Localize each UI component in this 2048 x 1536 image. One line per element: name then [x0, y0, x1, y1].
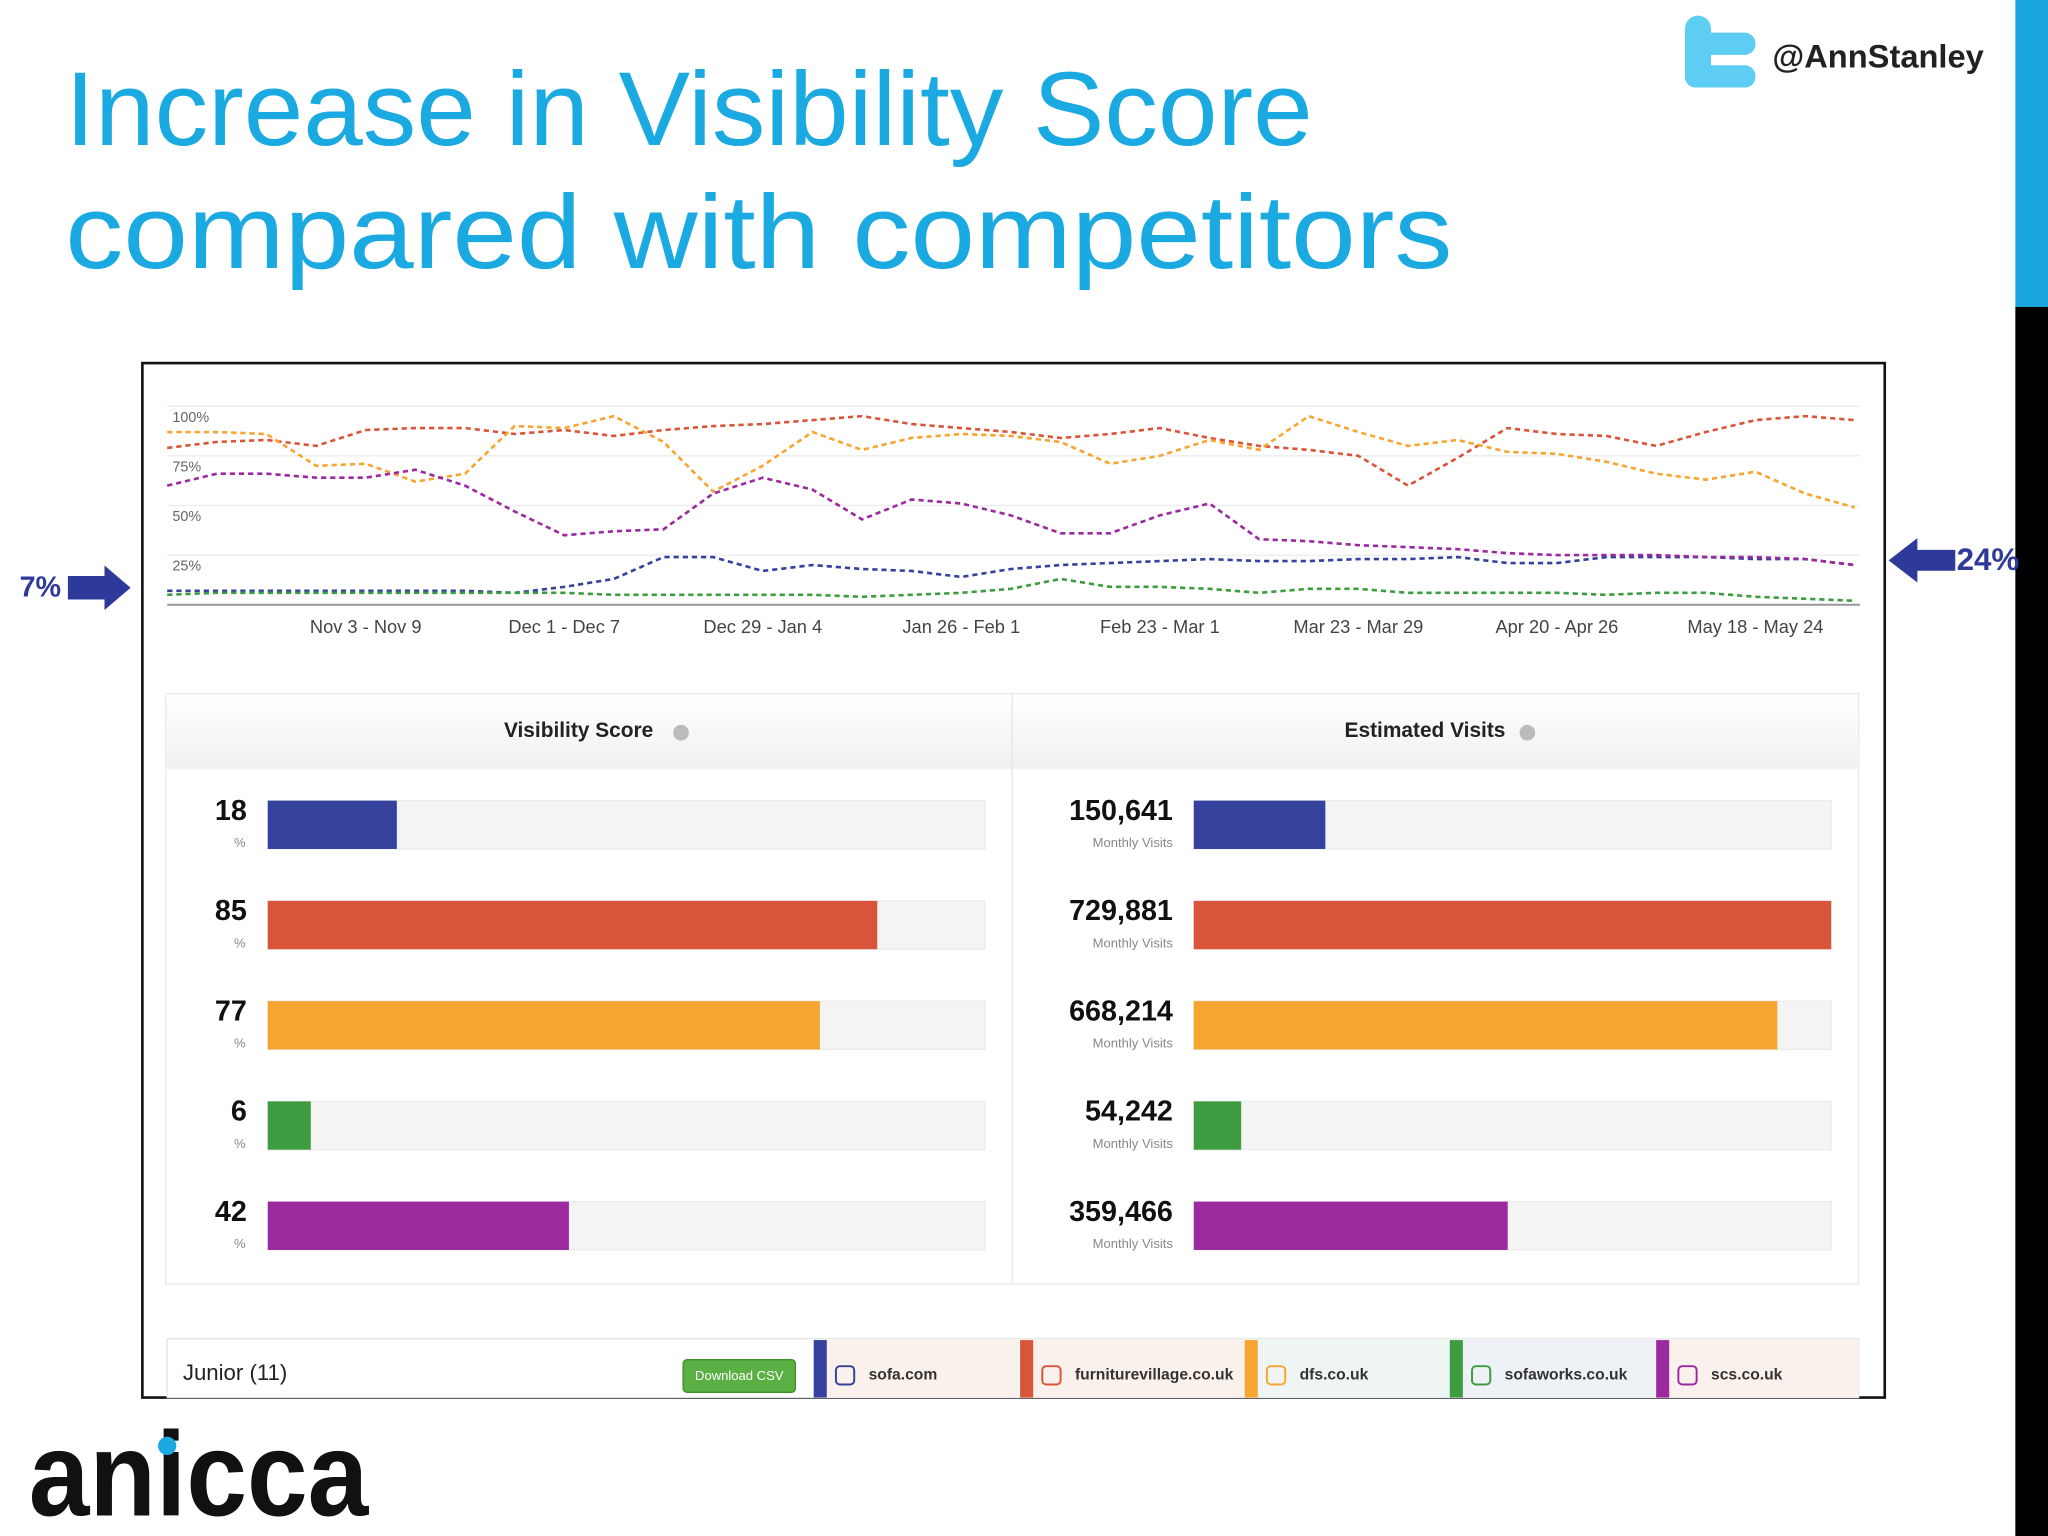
x-tick-label: May 18 - May 24 — [1687, 616, 1823, 637]
unit-label: Monthly Visits — [1093, 1236, 1174, 1251]
bar — [267, 1101, 311, 1150]
bar — [1193, 1101, 1242, 1150]
annotation: 7% — [20, 572, 62, 604]
legend-label: furniturevillage.co.uk — [1075, 1366, 1234, 1383]
legend-cell — [1449, 1340, 1657, 1398]
unit-label: % — [234, 1136, 246, 1151]
bar-track — [267, 1100, 986, 1151]
y-tick-label: 50% — [172, 509, 201, 525]
value-label: 42 — [215, 1196, 247, 1228]
y-tick-label: 25% — [172, 559, 201, 575]
panel-title: Estimated Visits — [1345, 719, 1506, 742]
twitter-handle: @AnnStanley — [1772, 37, 1983, 74]
x-tick-label: Nov 3 - Nov 9 — [310, 616, 422, 637]
legend-cell — [1020, 1340, 1245, 1398]
legend-label: dfs.co.uk — [1300, 1366, 1369, 1383]
twitter-icon — [1684, 15, 1756, 88]
legend-cell — [1656, 1340, 1859, 1398]
bar — [1193, 800, 1326, 849]
x-tick-label: Apr 20 - Apr 26 — [1495, 616, 1618, 637]
unit-label: % — [234, 835, 246, 850]
logo: anicca — [29, 1407, 370, 1536]
series-line — [167, 555, 1855, 595]
unit-label: Monthly Visits — [1093, 935, 1174, 950]
legend-swatch — [1449, 1340, 1463, 1398]
series-line — [167, 577, 1855, 603]
site-icon — [1041, 1365, 1062, 1386]
value-label: 6 — [231, 1096, 247, 1128]
value-label: 18 — [215, 795, 247, 827]
y-tick-label: 100% — [172, 410, 209, 426]
panel-title: Visibility Score — [504, 719, 653, 742]
legend-cell — [813, 1340, 1019, 1398]
group-label: Junior (11) — [183, 1360, 287, 1385]
bar — [267, 1001, 820, 1050]
slide-title: compared with competitors — [65, 174, 1452, 291]
download-button-label[interactable]: Download CSV — [695, 1368, 784, 1383]
legend-swatch — [1656, 1340, 1670, 1398]
legend-label: scs.co.uk — [1711, 1366, 1783, 1383]
bar — [267, 1201, 569, 1250]
value-label: 359,466 — [1069, 1196, 1173, 1228]
unit-label: Monthly Visits — [1093, 835, 1174, 850]
x-tick-label: Dec 1 - Dec 7 — [508, 616, 620, 637]
site-icon — [1265, 1365, 1287, 1386]
site-icon — [1471, 1365, 1492, 1386]
value-label: 54,242 — [1085, 1096, 1173, 1128]
series-line — [166, 468, 1855, 567]
bar — [1193, 900, 1832, 950]
value-label: 668,214 — [1069, 995, 1173, 1027]
legend-swatch — [813, 1340, 827, 1398]
unit-label: % — [234, 1236, 246, 1251]
value-label: 85 — [215, 895, 247, 927]
legend-swatch — [1244, 1340, 1258, 1398]
unit-label: Monthly Visits — [1093, 1036, 1174, 1051]
series-line — [167, 414, 1855, 488]
info-icon — [1519, 724, 1536, 741]
value-label: 150,641 — [1069, 795, 1173, 827]
legend-label: sofaworks.co.uk — [1505, 1366, 1628, 1383]
logo-dot — [158, 1436, 177, 1456]
legend-label: sofa.com — [869, 1366, 938, 1383]
x-tick-label: Jan 26 - Feb 1 — [902, 616, 1020, 637]
x-tick-label: Feb 23 - Mar 1 — [1100, 616, 1220, 637]
side-bar — [2015, 306, 2048, 1536]
site-icon — [834, 1365, 856, 1386]
annotation: 24% — [1957, 542, 2020, 577]
unit-label: % — [234, 935, 246, 950]
value-label: 729,881 — [1069, 895, 1173, 927]
unit-label: % — [234, 1036, 246, 1051]
x-tick-label: Dec 29 - Jan 4 — [703, 616, 822, 637]
site-icon — [1677, 1365, 1698, 1386]
bar — [267, 800, 397, 849]
bar — [1193, 1001, 1778, 1050]
x-tick-label: Mar 23 - Mar 29 — [1293, 616, 1423, 637]
legend-swatch — [1020, 1340, 1034, 1398]
annotation-arrow — [67, 565, 131, 610]
legend-cell — [1244, 1340, 1450, 1398]
unit-label: Monthly Visits — [1093, 1136, 1174, 1151]
info-icon — [673, 724, 689, 741]
bar — [267, 900, 878, 950]
side-accent — [2015, 0, 2048, 307]
y-tick-label: 75% — [172, 459, 201, 475]
bar — [1193, 1201, 1508, 1250]
annotation-arrow — [1888, 538, 1956, 583]
download-button[interactable] — [682, 1359, 797, 1393]
bar-track — [1193, 1100, 1832, 1151]
value-label: 77 — [215, 995, 247, 1027]
series-line — [167, 414, 1856, 509]
slide-title: Increase in Visibility Score — [65, 51, 1312, 168]
